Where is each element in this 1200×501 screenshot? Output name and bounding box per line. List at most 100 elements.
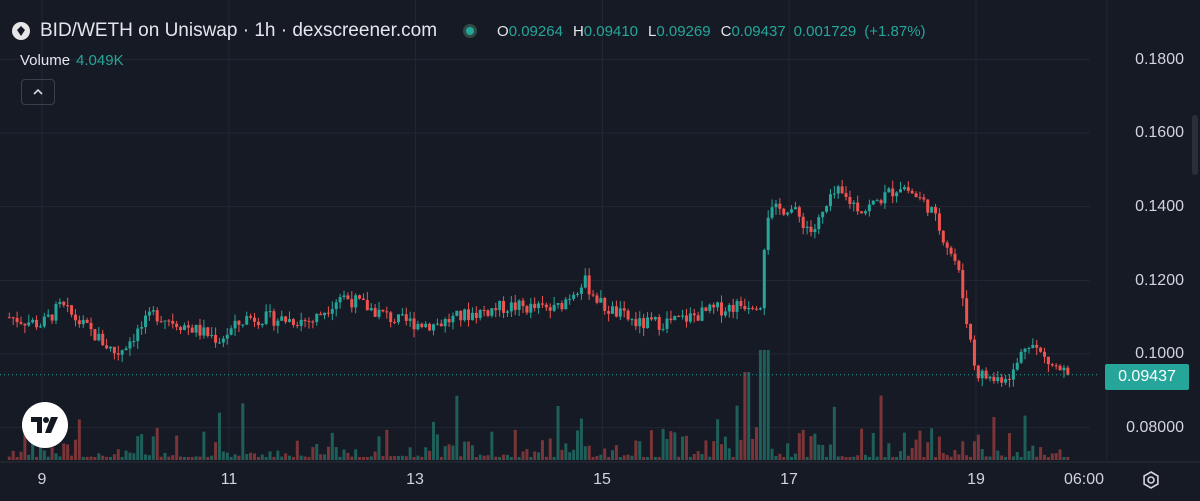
volume-bar bbox=[124, 450, 128, 460]
candle-body bbox=[1031, 344, 1035, 348]
x-tick-label: 15 bbox=[593, 471, 611, 488]
volume-bar bbox=[793, 453, 797, 460]
candle-body bbox=[809, 226, 813, 233]
settings-gear-icon bbox=[1143, 471, 1159, 489]
low-value: 0.09269 bbox=[656, 22, 711, 40]
collapse-legend-button[interactable] bbox=[21, 79, 55, 105]
candle-body bbox=[112, 346, 116, 354]
volume-bar bbox=[902, 432, 906, 460]
candle-body bbox=[221, 338, 225, 343]
volume-bar bbox=[918, 430, 922, 460]
candle-body bbox=[548, 307, 552, 311]
volume-bar bbox=[622, 455, 626, 460]
volume-bar bbox=[463, 441, 467, 460]
volume-bar bbox=[860, 428, 864, 460]
candle-body bbox=[233, 320, 237, 329]
volume-bar bbox=[657, 456, 661, 460]
candle-body bbox=[249, 316, 253, 318]
volume-bar bbox=[73, 439, 77, 460]
volume-bar bbox=[786, 443, 790, 460]
volume-bar bbox=[412, 456, 416, 460]
candle-body bbox=[856, 202, 860, 212]
candle-body bbox=[883, 192, 887, 204]
candle-body bbox=[634, 319, 638, 327]
candle-body bbox=[323, 312, 327, 316]
volume-bar bbox=[751, 438, 755, 460]
volume-bar bbox=[688, 456, 692, 460]
candle-body bbox=[560, 303, 564, 310]
volume-bar bbox=[237, 455, 241, 460]
volume-bar bbox=[291, 456, 295, 460]
chart-settings-button[interactable] bbox=[1140, 469, 1162, 491]
volume-bar bbox=[1007, 433, 1011, 460]
volume-bar bbox=[249, 452, 253, 460]
volume-bar bbox=[673, 432, 677, 460]
volume-bar bbox=[303, 456, 307, 460]
candle-body bbox=[688, 313, 692, 322]
volume-bar bbox=[825, 456, 829, 460]
volume-bar bbox=[424, 447, 428, 460]
candle-body bbox=[529, 303, 533, 313]
volume-bar bbox=[97, 453, 101, 460]
volume-bar bbox=[1019, 456, 1023, 460]
volume-bar bbox=[614, 445, 618, 460]
candle-body bbox=[622, 308, 626, 311]
candle-body bbox=[669, 318, 673, 321]
volume-bar bbox=[525, 449, 529, 460]
volume-bar bbox=[743, 372, 747, 460]
candle-body bbox=[544, 304, 548, 308]
volume-bar bbox=[852, 456, 856, 460]
candle-body bbox=[190, 327, 194, 333]
volume-bar bbox=[323, 454, 327, 460]
volume-bar bbox=[704, 440, 708, 460]
volume-bar bbox=[809, 436, 813, 460]
volume-bar bbox=[108, 456, 112, 460]
volume-bar bbox=[906, 455, 910, 460]
candle-body bbox=[159, 321, 163, 323]
volume-bar bbox=[863, 454, 867, 460]
candle-body bbox=[163, 320, 167, 322]
volume-bar bbox=[428, 450, 432, 460]
candle-body bbox=[350, 299, 354, 308]
volume-bar bbox=[537, 452, 541, 460]
volume-bar bbox=[583, 446, 587, 460]
candle-body bbox=[661, 328, 665, 330]
candle-body bbox=[396, 314, 400, 323]
candle-body bbox=[38, 326, 42, 328]
volume-bar bbox=[782, 456, 786, 460]
volume-bar bbox=[365, 456, 369, 460]
candle-body bbox=[284, 316, 288, 322]
candle-body bbox=[980, 370, 984, 379]
volume-bar bbox=[416, 455, 420, 460]
candle-body bbox=[377, 309, 381, 317]
tradingview-logo-icon[interactable] bbox=[22, 402, 68, 448]
volume-bar bbox=[435, 434, 439, 460]
volume-bar bbox=[194, 456, 198, 460]
volume-bar bbox=[949, 456, 953, 460]
candle-body bbox=[1019, 351, 1023, 363]
candle-body bbox=[474, 312, 478, 318]
volume-value: 4.049K bbox=[76, 52, 124, 69]
volume-bar bbox=[400, 455, 404, 460]
volume-bar bbox=[311, 447, 315, 460]
candle-body bbox=[291, 319, 295, 326]
volume-bar bbox=[1054, 453, 1058, 460]
volume-bar bbox=[1004, 456, 1008, 460]
volume-bar bbox=[346, 452, 350, 460]
volume-bar bbox=[758, 350, 762, 460]
volume-bar bbox=[54, 453, 58, 460]
volume-bar bbox=[198, 456, 202, 460]
volume-bar bbox=[529, 456, 533, 460]
volume-bar bbox=[245, 454, 249, 460]
volume-bar bbox=[591, 456, 595, 460]
candle-body bbox=[365, 300, 369, 311]
volume-bar bbox=[369, 456, 373, 460]
candle-body bbox=[467, 309, 471, 321]
candle-body bbox=[801, 216, 805, 228]
candle-body bbox=[494, 308, 498, 311]
volume-bar bbox=[1015, 452, 1019, 460]
candle-body bbox=[591, 294, 595, 296]
price-axis-scroll-handle[interactable] bbox=[1192, 115, 1198, 175]
volume-bar bbox=[420, 456, 424, 460]
